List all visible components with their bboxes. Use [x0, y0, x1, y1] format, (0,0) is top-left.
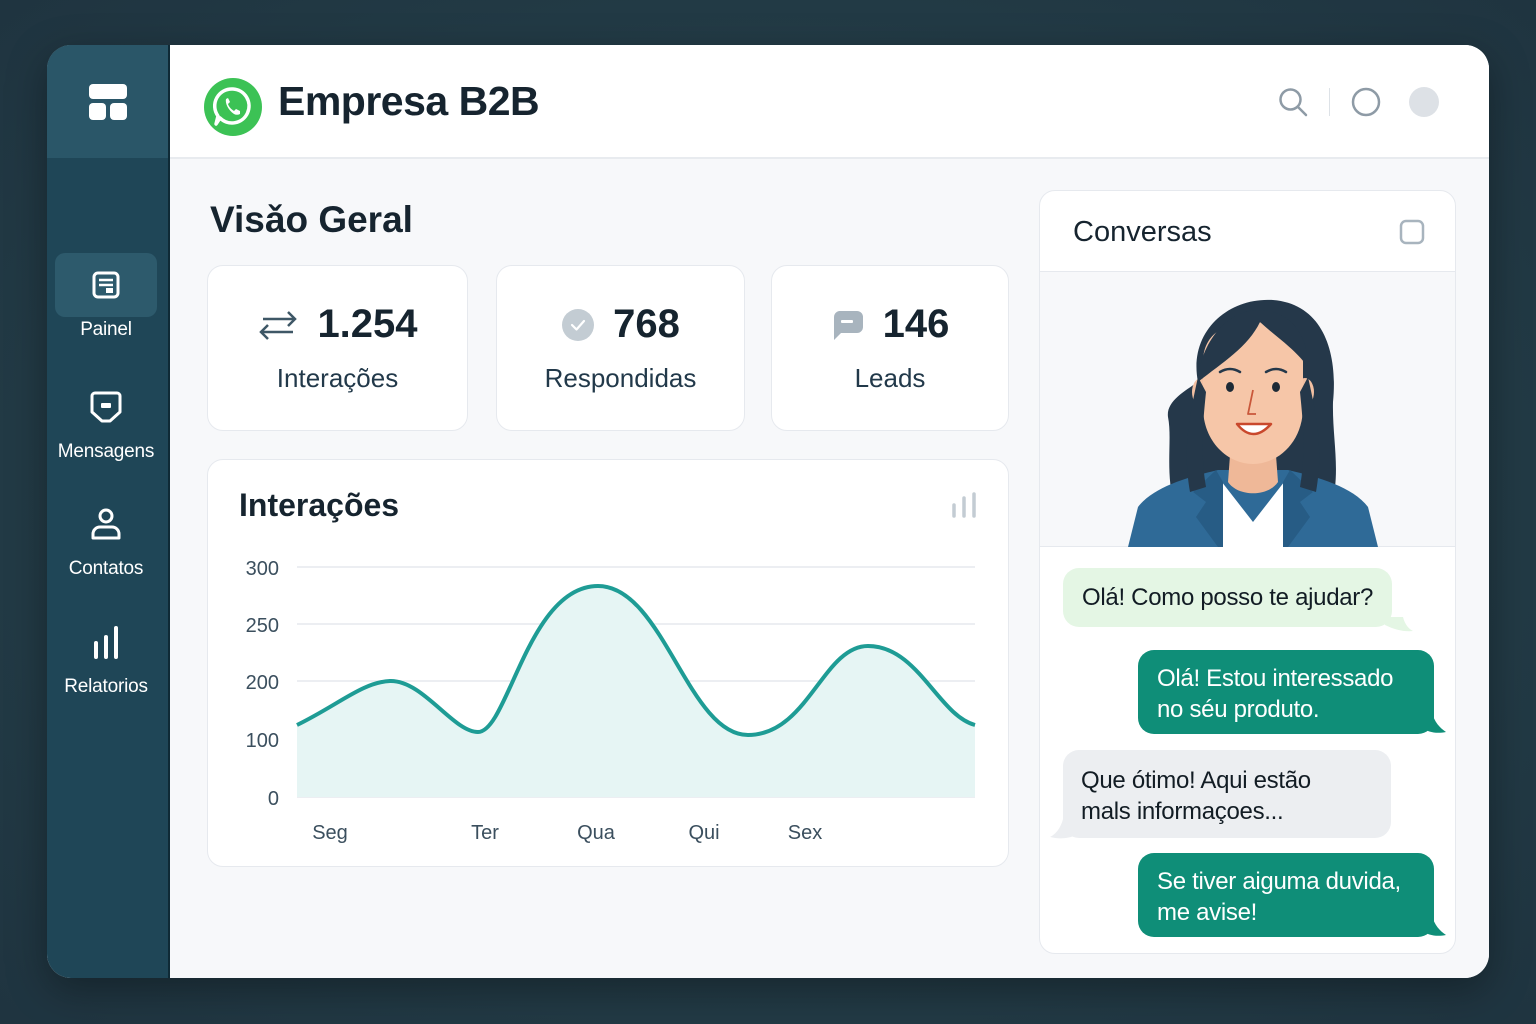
stat-card-leads[interactable]: 146 Leads	[771, 265, 1009, 431]
message-icon	[90, 391, 122, 423]
message-bubble-incoming: Que ótimo! Aqui estão mals informaçoes..…	[1063, 750, 1391, 838]
stat-card-interacoes[interactable]: 1.254 Interações	[207, 265, 468, 431]
sidebar-item-relatorios[interactable]: Relatorios	[55, 610, 157, 700]
sidebar-item-contatos[interactable]: Contatos	[55, 492, 157, 582]
message-text: me avise!	[1157, 899, 1258, 926]
stat-card-respondidas[interactable]: 768 Respondidas	[496, 265, 745, 431]
stat-label: Respondidas	[544, 363, 697, 393]
header-divider	[1329, 88, 1330, 116]
message-text: Olá! Como posso te ajudar?	[1082, 584, 1374, 611]
message-list: Olá! Como posso te ajudar? Olá! Estou in…	[1040, 547, 1455, 952]
bubble-tail	[1385, 617, 1413, 632]
agent-avatar-icon	[1128, 299, 1378, 547]
message-text: Se tiver aiguma duvida,	[1157, 868, 1401, 895]
app-title: Empresa B2B	[278, 78, 540, 124]
bar-chart-icon	[94, 626, 118, 659]
dashboard-icon	[92, 271, 120, 299]
stat-label: Leads	[854, 363, 926, 393]
stat-value: 146	[882, 302, 950, 346]
app-window: Painel Mensagens Contatos	[47, 45, 1489, 978]
avatar-area	[1040, 272, 1455, 547]
sidebar: Painel Mensagens Contatos	[47, 45, 168, 978]
stat-value: 768	[613, 302, 680, 346]
whatsapp-icon	[204, 78, 262, 136]
x-tick: Qui	[688, 822, 719, 844]
status-button[interactable]	[1349, 85, 1383, 119]
message-text: Olá! Estou interessado	[1157, 665, 1394, 692]
sidebar-logo[interactable]	[47, 45, 168, 158]
stat-label: Interações	[276, 363, 399, 393]
y-tick: 300	[246, 558, 279, 580]
profile-dot-icon[interactable]	[1409, 87, 1439, 117]
main-content: Empresa B2B Visǎo Geral	[168, 45, 1489, 978]
chat-bubble-icon	[833, 310, 863, 340]
bubble-tail	[1422, 915, 1446, 936]
bar-chart-icon[interactable]	[950, 492, 978, 518]
sidebar-item-label: Mensagens	[57, 441, 155, 462]
page-title: Visǎo Geral	[210, 199, 413, 240]
y-tick: 0	[268, 788, 279, 810]
sidebar-item-mensagens[interactable]: Mensagens	[55, 375, 157, 465]
message-text: Que ótimo! Aqui estão	[1081, 767, 1311, 794]
bubble-tail	[1050, 815, 1076, 839]
layout-grid-icon	[88, 83, 127, 120]
expand-square-icon[interactable]	[1399, 219, 1425, 245]
chart-title: Interações	[239, 487, 400, 523]
conversations-panel: Conversas	[1039, 190, 1456, 954]
header-actions	[1276, 85, 1439, 119]
area-fill	[297, 586, 975, 797]
x-tick: Sex	[788, 822, 822, 844]
stat-value: 1.254	[317, 302, 418, 346]
y-tick: 100	[246, 730, 279, 752]
conversations-title: Conversas	[1073, 216, 1212, 248]
bubble-tail	[1422, 712, 1446, 733]
search-button[interactable]	[1276, 85, 1310, 119]
sidebar-item-label: Relatorios	[64, 676, 148, 697]
area-chart: 300 250 200 100 0 Seg Ter Qua Qui Sex	[246, 558, 976, 844]
sidebar-item-painel[interactable]: Painel	[55, 253, 157, 343]
interactions-chart-card: Interações 300 250	[207, 459, 1009, 867]
y-tick: 200	[246, 672, 279, 694]
x-tick: Ter	[471, 822, 499, 844]
swap-arrows-icon	[259, 310, 298, 340]
message-bubble-incoming: Olá! Como posso te ajudar?	[1063, 568, 1393, 627]
circle-icon	[1351, 87, 1381, 117]
message-bubble-outgoing: Olá! Estou interessado no séu produto.	[1138, 650, 1434, 734]
conversations-header: Conversas	[1040, 191, 1455, 272]
sidebar-item-label: Painel	[80, 319, 132, 340]
user-icon	[91, 508, 121, 540]
message-text: mals informaçoes...	[1081, 798, 1284, 825]
x-tick: Qua	[577, 822, 616, 844]
app-header: Empresa B2B	[170, 45, 1489, 159]
y-tick: 250	[246, 615, 279, 637]
x-tick: Seg	[312, 822, 348, 844]
message-text: no séu produto.	[1157, 696, 1320, 723]
sidebar-item-label: Contatos	[68, 558, 144, 579]
message-bubble-outgoing: Se tiver aiguma duvida, me avise!	[1138, 853, 1434, 937]
area-line	[296, 583, 976, 738]
search-icon	[1279, 88, 1308, 117]
check-circle-icon	[562, 308, 595, 341]
